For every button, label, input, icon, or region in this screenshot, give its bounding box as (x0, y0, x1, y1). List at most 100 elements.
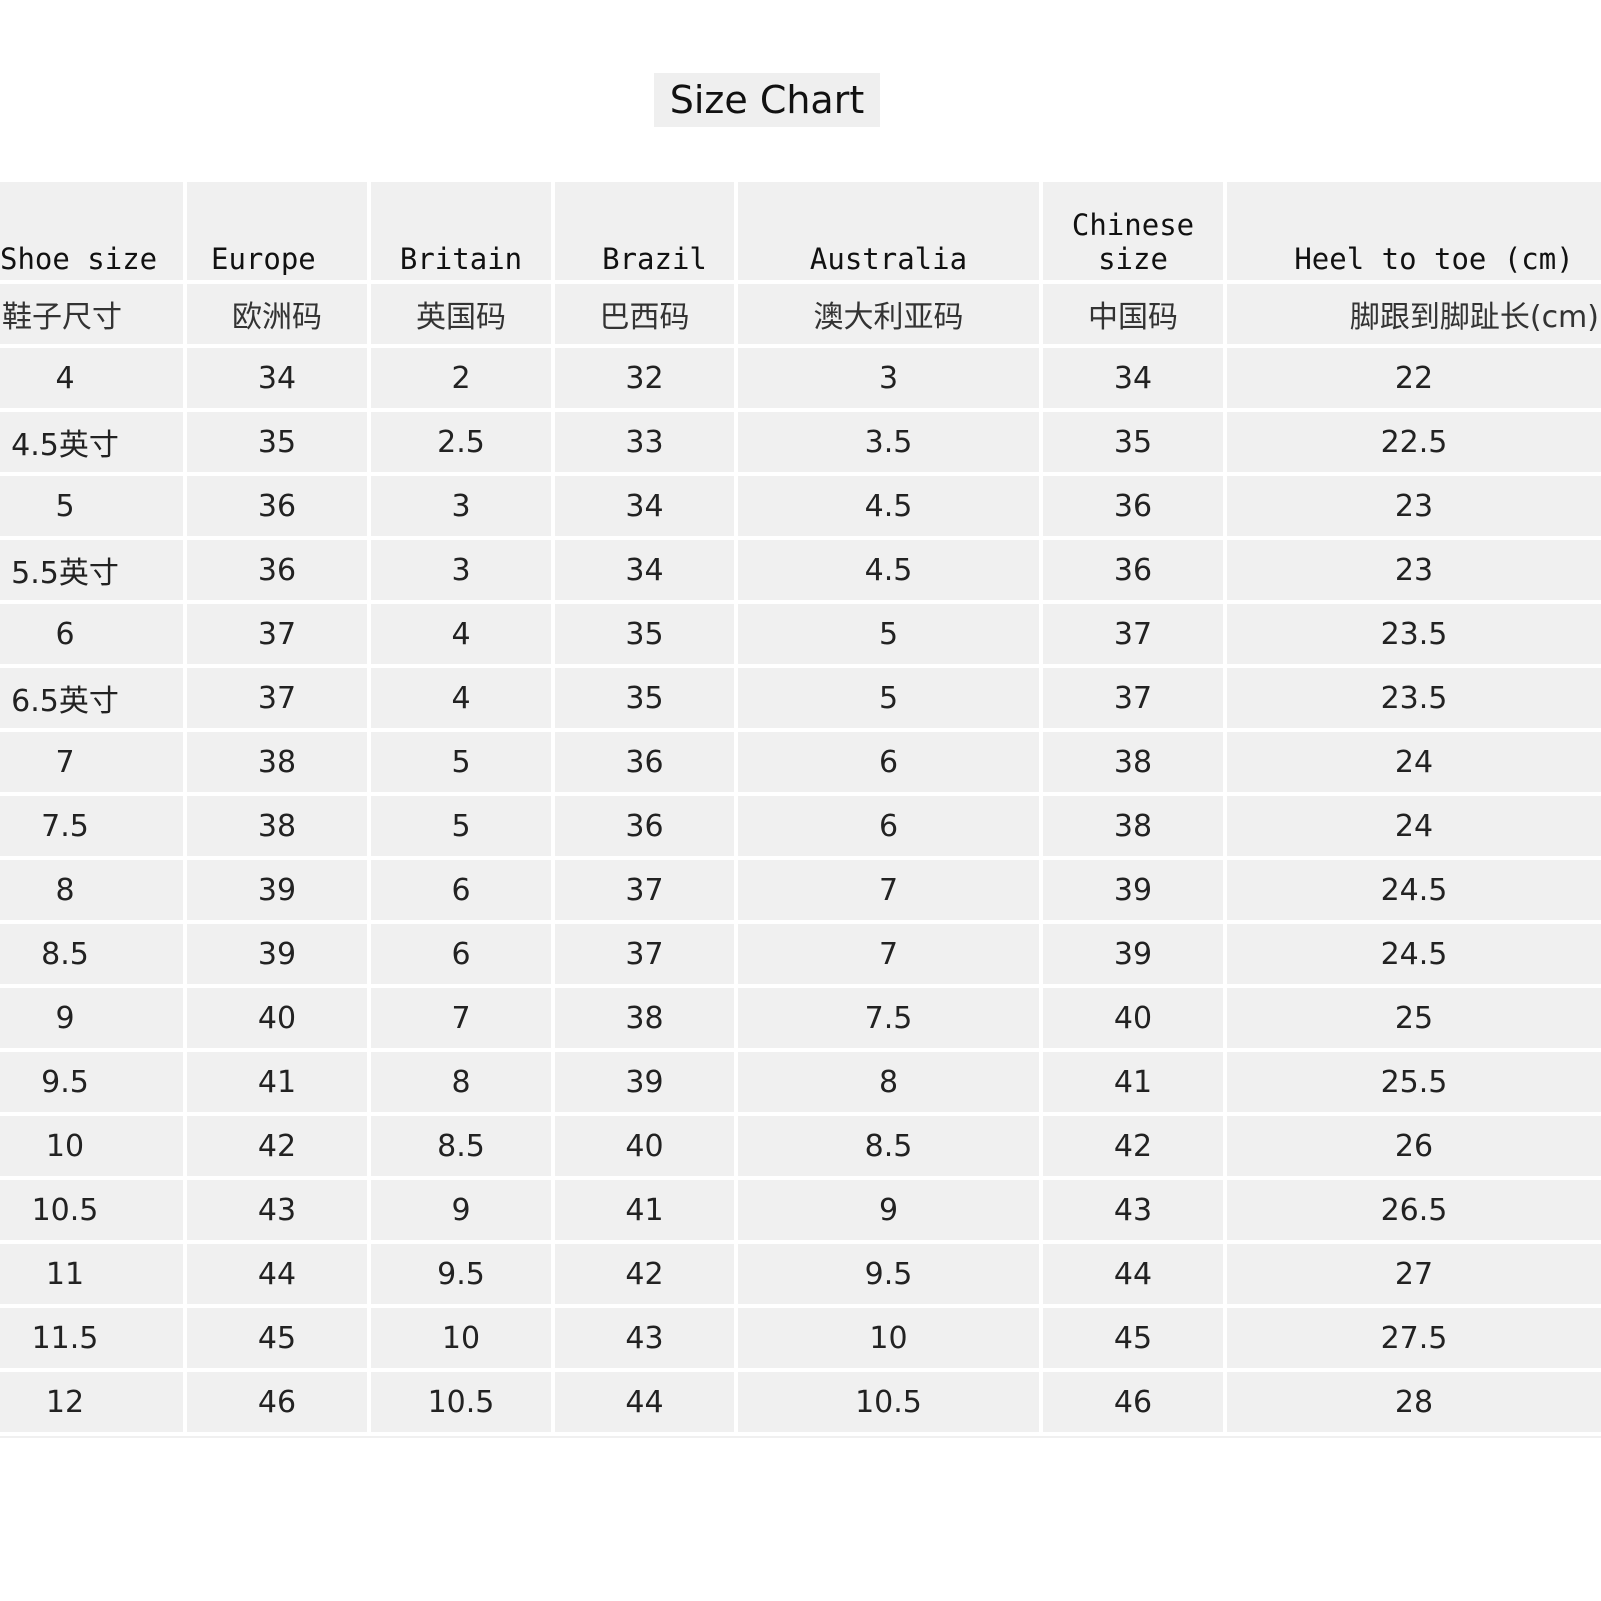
cell-value: 37 (257, 616, 297, 652)
cell-value: 9.5 (864, 1256, 913, 1292)
table-row: 4 34 2 32 3 34 22 (0, 346, 1601, 412)
cell-value: 23 (1394, 488, 1434, 524)
table-row: 5 36 3 34 4.5 36 23 (0, 474, 1601, 540)
table-row: 7.5 38 5 36 6 38 24 (0, 794, 1601, 860)
table-row: 10.5 43 9 41 9 43 26.5 (0, 1178, 1601, 1244)
header-zh-europe: 欧洲码 (185, 282, 371, 348)
cell-shoe-size: 9 (0, 986, 187, 1052)
cell-value: 23 (1394, 552, 1434, 588)
cell-value: 36 (1113, 488, 1153, 524)
cell-australia: 5 (736, 666, 1043, 732)
cell-value: 35 (625, 680, 664, 716)
cell-australia: 6 (736, 730, 1043, 796)
cell-shoe-size: 6.5英寸 (0, 666, 187, 732)
cell-value: 9 (55, 1000, 75, 1036)
page-title: Size Chart (654, 73, 880, 127)
cell-brazil: 32 (553, 346, 738, 412)
cell-value: 9.5 (437, 1256, 485, 1292)
cell-europe: 39 (185, 858, 371, 924)
cell-australia: 8 (736, 1050, 1043, 1116)
cell-value: 37 (257, 680, 297, 716)
cell-brazil: 39 (553, 1050, 738, 1116)
cell-heel-to-toe: 24 (1225, 794, 1601, 860)
cell-australia: 4.5 (736, 538, 1043, 604)
table-row: 6 37 4 35 5 37 23.5 (0, 602, 1601, 668)
cell-value: 35 (1113, 424, 1153, 460)
cell-britain: 10.5 (369, 1370, 555, 1436)
cell-australia: 7 (736, 858, 1043, 924)
cell-value: 6.5英寸 (11, 684, 119, 719)
cell-value: 9 (878, 1192, 899, 1228)
cell-value: 26.5 (1380, 1192, 1448, 1228)
cell-value: 28 (1394, 1384, 1434, 1420)
header-britain: Britain (369, 182, 555, 284)
cell-value: 35 (257, 424, 297, 460)
cell-europe: 43 (185, 1178, 371, 1244)
cell-value: 40 (1113, 1000, 1153, 1036)
cell-heel-to-toe: 25 (1225, 986, 1601, 1052)
cell-value: 7 (878, 872, 899, 908)
cell-value: 40 (257, 1000, 297, 1036)
cell-value: 12 (45, 1384, 85, 1420)
cell-value: 43 (1113, 1192, 1153, 1228)
cell-europe: 38 (185, 730, 371, 796)
cell-value: 36 (257, 552, 297, 588)
table-row: 11.5 45 10 43 10 45 27.5 (0, 1306, 1601, 1372)
cell-shoe-size: 8.5 (0, 922, 187, 988)
table-row: 8 39 6 37 7 39 24.5 (0, 858, 1601, 924)
cell-australia: 10.5 (736, 1370, 1043, 1436)
cell-value: 10 (45, 1128, 85, 1164)
header-zh-shoe-size: 鞋子尺寸 (0, 282, 187, 348)
table-row: 6.5英寸 37 4 35 5 37 23.5 (0, 666, 1601, 732)
cell-britain: 4 (369, 666, 555, 732)
table-row: 5.5英寸 36 3 34 4.5 36 23 (0, 538, 1601, 604)
cell-value: 35 (625, 616, 664, 652)
cell-value: 4 (55, 360, 75, 396)
cell-value: 8.5 (437, 1128, 485, 1164)
cell-brazil: 41 (553, 1178, 738, 1244)
cell-brazil: 35 (553, 602, 738, 668)
cell-britain: 2.5 (369, 410, 555, 476)
cell-australia: 8.5 (736, 1114, 1043, 1180)
cell-shoe-size: 4 (0, 346, 187, 412)
cell-brazil: 36 (553, 794, 738, 860)
cell-europe: 41 (185, 1050, 371, 1116)
cell-britain: 4 (369, 602, 555, 668)
cell-shoe-size: 4.5英寸 (0, 410, 187, 476)
header-row-chinese: 鞋子尺寸 欧洲码 英国码 巴西码 澳大利亚码 中国码 脚跟到脚趾长(cm) (0, 282, 1601, 348)
cell-shoe-size: 10 (0, 1114, 187, 1180)
cell-australia: 9.5 (736, 1242, 1043, 1308)
cell-value: 5 (451, 744, 471, 780)
cell-value: 37 (1113, 680, 1153, 716)
cell-value: 5 (878, 680, 899, 716)
cell-europe: 34 (185, 346, 371, 412)
cell-value: 10 (869, 1320, 908, 1356)
cell-value: 41 (1113, 1064, 1153, 1100)
cell-value: 36 (625, 808, 664, 844)
header-heel-to-toe: Heel to toe (cm) (1225, 182, 1601, 284)
cell-chinese-size: 36 (1041, 474, 1227, 540)
cell-value: 38 (257, 808, 297, 844)
cell-australia: 9 (736, 1178, 1043, 1244)
cell-value: 5.5英寸 (11, 556, 119, 591)
cell-value: 2.5 (437, 424, 485, 460)
cell-europe: 35 (185, 410, 371, 476)
cell-shoe-size: 5 (0, 474, 187, 540)
cell-value: 38 (1113, 808, 1153, 844)
cell-value: 11 (45, 1256, 85, 1292)
cell-value: 41 (625, 1192, 664, 1228)
cell-chinese-size: 40 (1041, 986, 1227, 1052)
header-shoe-size: Shoe size (0, 182, 187, 284)
cell-brazil: 33 (553, 410, 738, 476)
cell-value: 39 (1113, 936, 1153, 972)
cell-europe: 46 (185, 1370, 371, 1436)
cell-value: 39 (257, 936, 297, 972)
cell-britain: 2 (369, 346, 555, 412)
cell-brazil: 38 (553, 986, 738, 1052)
cell-value: 5 (451, 808, 471, 844)
cell-value: 10 (441, 1320, 481, 1356)
cell-value: 3.5 (864, 424, 913, 460)
cell-value: 33 (625, 424, 664, 460)
cell-chinese-size: 36 (1041, 538, 1227, 604)
cell-value: 27.5 (1380, 1320, 1448, 1356)
